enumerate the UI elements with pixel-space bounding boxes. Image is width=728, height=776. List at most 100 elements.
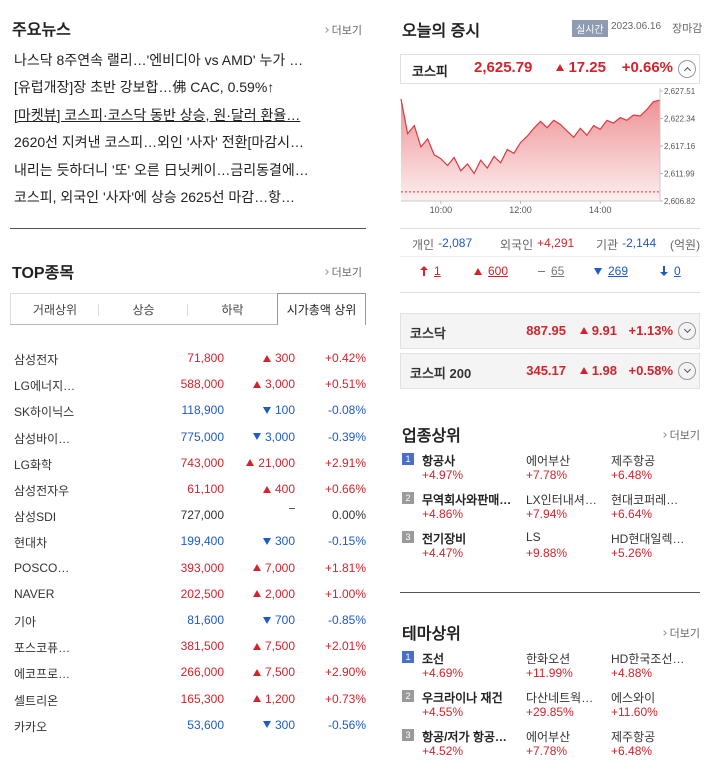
stock-name[interactable]: 에어부산: [526, 730, 571, 744]
news-item[interactable]: [유럽개장]장 초반 강보합…佛 CAC, 0.59%↑: [14, 79, 275, 96]
stock-price: 165,300: [180, 691, 224, 706]
stock-name[interactable]: 삼성SDI: [14, 510, 57, 525]
down-icon: [252, 433, 261, 441]
stock-name[interactable]: POSCO…: [14, 560, 70, 575]
news-item[interactable]: 내리는 듯하더니 '또' 오른 日닛케이…금리동결에…: [14, 161, 309, 178]
change: 3,000: [252, 430, 295, 444]
stock-price: 588,000: [180, 377, 224, 392]
tab[interactable]: 상승: [99, 293, 188, 324]
stock-name[interactable]: 다산네트웍…: [526, 691, 594, 705]
tab[interactable]: 거래상위: [10, 293, 99, 324]
stock-name[interactable]: NAVER: [14, 586, 55, 601]
change-value: 3,000: [264, 377, 295, 392]
stock-name[interactable]: SK하이닉스: [14, 405, 75, 420]
more-link[interactable]: 더보기: [322, 264, 362, 280]
breadth-item[interactable]: 269: [594, 264, 628, 278]
up-icon: [556, 64, 565, 71]
breadth-item[interactable]: 65: [538, 264, 564, 278]
investor-label: 기관: [596, 238, 619, 252]
toggle-button[interactable]: [678, 362, 696, 380]
stock-name[interactable]: 에스와이: [611, 691, 656, 705]
breadth-value: 0: [674, 264, 681, 278]
investor-value: -2,087: [438, 236, 473, 250]
rank-badge: 1: [402, 453, 414, 465]
change: 17.25: [556, 59, 606, 76]
index-value: 2,625.79: [474, 59, 533, 76]
change: 7,000: [252, 561, 295, 575]
group-name[interactable]: 우크라이나 재건: [422, 691, 503, 705]
index-name[interactable]: 코스피 200: [410, 366, 472, 381]
stock-rate: +29.85%: [526, 705, 574, 719]
tab[interactable]: 시가총액 상위: [277, 293, 366, 325]
change-value: 700: [274, 613, 295, 627]
breadth-item[interactable]: 1: [420, 264, 441, 278]
breadth-item[interactable]: 0: [660, 264, 681, 278]
stock-name[interactable]: 제주항공: [611, 454, 656, 468]
status: 장마감: [672, 23, 703, 35]
group-name[interactable]: 전기장비: [422, 532, 467, 546]
stock-name[interactable]: HD한국조선…: [611, 652, 685, 666]
change: 9.91: [579, 323, 617, 338]
x-tick-label: 14:00: [589, 205, 612, 215]
up-icon: [262, 354, 271, 362]
stock-price: 393,000: [180, 560, 224, 575]
more-link[interactable]: 더보기: [322, 22, 362, 38]
toggle-button[interactable]: [678, 322, 696, 340]
rank-badge: 3: [402, 729, 414, 741]
up-icon: [474, 267, 482, 275]
change: 300: [262, 718, 295, 732]
stock-rate: +0.51%: [324, 377, 366, 392]
more-text: 더보기: [331, 25, 362, 37]
intraday-chart: 2,627.51 2,622.34 2,617.16 2,611.99 2,606.82…: [400, 87, 696, 215]
group-name[interactable]: 조선: [422, 652, 445, 666]
breadth-item[interactable]: 600: [474, 264, 508, 278]
stock-price: 266,000: [180, 665, 224, 680]
change: 1.98: [579, 363, 617, 378]
group-name[interactable]: 항공사: [422, 454, 456, 468]
change: 2,000: [252, 587, 295, 601]
stock-rate: +11.60%: [611, 705, 658, 719]
stock-rate: +7.94%: [526, 507, 568, 521]
stock-name[interactable]: 삼성바이…: [14, 431, 71, 446]
stock-name[interactable]: 현대코퍼레…: [611, 493, 679, 507]
stock-name[interactable]: LG화학: [14, 457, 53, 472]
change: 400: [262, 482, 295, 496]
news-item[interactable]: 나스닥 8주연속 랠리…'엔비디아 vs AMD' 누가 …: [14, 52, 304, 68]
index-name[interactable]: 코스닥: [410, 326, 446, 341]
stock-name[interactable]: 카카오: [14, 719, 48, 734]
stock-rate: +11.99%: [526, 666, 573, 680]
stock-name[interactable]: LS: [526, 530, 541, 544]
change: 7,500: [252, 665, 295, 679]
stock-price: 202,500: [180, 586, 224, 601]
change: 300: [262, 534, 295, 548]
up-icon: [252, 642, 261, 650]
news-item[interactable]: 코스피, 외국인 '사자'에 상승 2625선 마감…항…: [14, 189, 296, 205]
more-link[interactable]: 더보기: [660, 625, 700, 641]
stock-name[interactable]: HD현대일렉…: [611, 532, 685, 546]
group-name[interactable]: 무역회사와판매…: [422, 493, 512, 507]
stock-name[interactable]: 제주항공: [611, 730, 656, 744]
rank-badge: 2: [402, 492, 414, 504]
stock-name[interactable]: LX인터내셔…: [526, 493, 597, 507]
stock-name[interactable]: LG에너지…: [14, 379, 76, 394]
stock-name[interactable]: 에코프로…: [14, 667, 71, 682]
up-icon: [262, 485, 271, 493]
stock-name[interactable]: 포스코퓨…: [14, 641, 71, 656]
stock-name[interactable]: 현대차: [14, 536, 48, 551]
more-icon: [322, 27, 329, 33]
stock-name[interactable]: 셀트리온: [14, 693, 59, 708]
tab[interactable]: 하락: [188, 293, 277, 324]
news-item[interactable]: 2620선 지켜낸 코스피…외인 '사자' 전환[마감시…: [14, 134, 305, 151]
stock-name[interactable]: 삼성전자우: [14, 484, 70, 498]
stock-name[interactable]: 한화오션: [526, 652, 571, 666]
stock-name[interactable]: 삼성전자: [14, 353, 59, 367]
stock-name[interactable]: 기아: [14, 615, 37, 629]
more-link[interactable]: 더보기: [660, 427, 700, 443]
index-name[interactable]: 코스피: [412, 64, 448, 79]
stock-rate: +7.78%: [526, 744, 568, 758]
toggle-button[interactable]: [678, 60, 696, 78]
group-name[interactable]: 항공/저가 항공…: [422, 730, 507, 744]
change: [289, 508, 295, 510]
stock-name[interactable]: 에어부산: [526, 454, 571, 468]
news-item[interactable]: [마켓뷰] 코스피·코스닥 동반 상승, 원·달러 환율…: [14, 106, 301, 123]
